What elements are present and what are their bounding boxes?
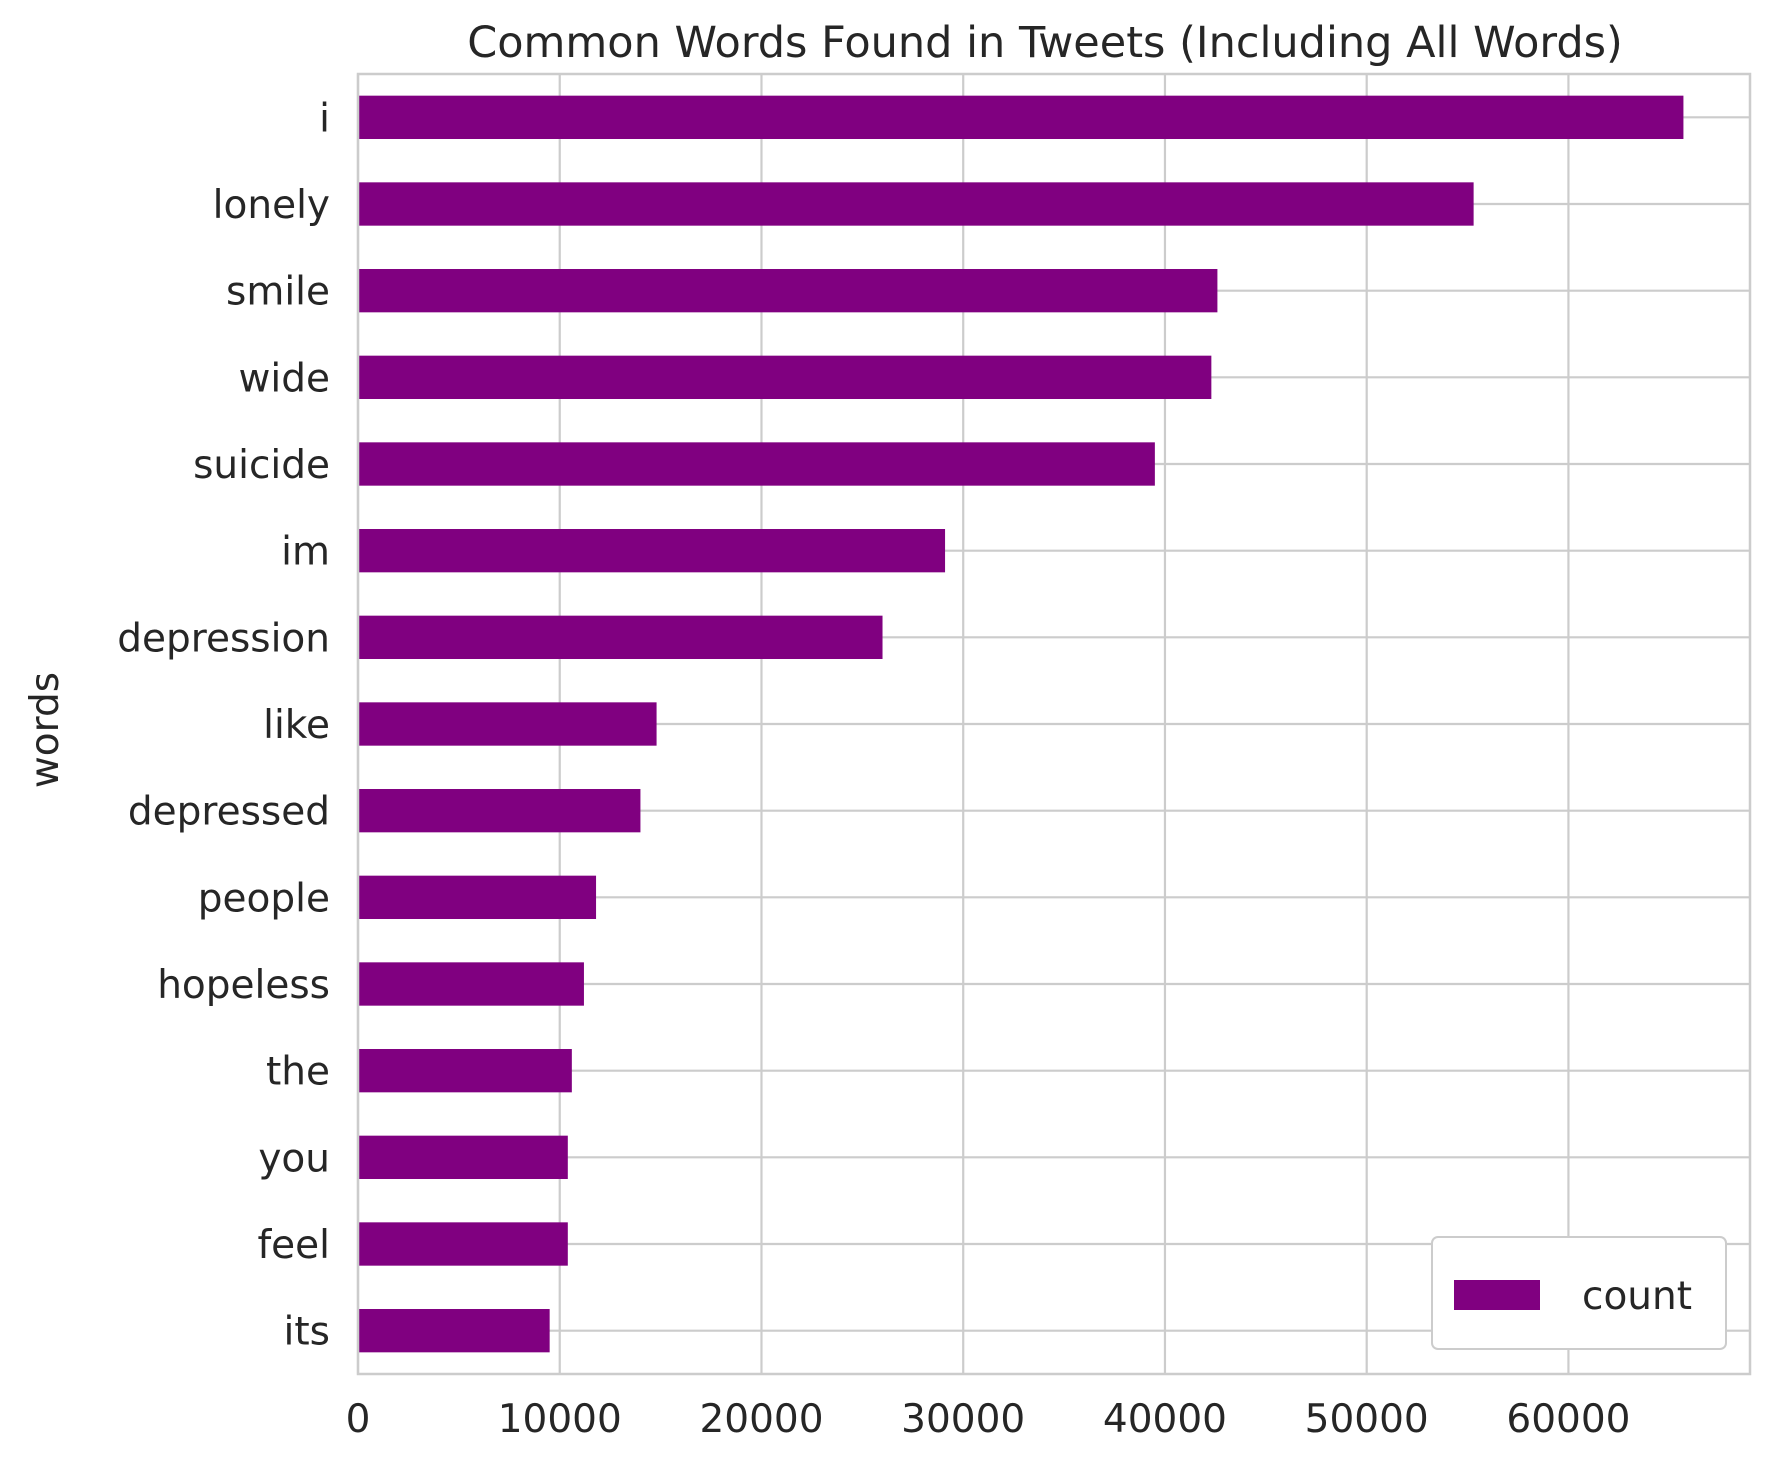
y-tick-labels: i lonely smile wide suicide im depression like d… [117,96,330,1354]
x-tick-label: 50000 [1305,1397,1429,1442]
plot-frame [356,72,1752,1376]
x-tick-label: 20000 [699,1397,823,1442]
y-tick-label: depressed [128,790,330,835]
plot-border [356,72,1752,1376]
bar-i [358,95,1684,139]
bar-feel [358,1222,568,1266]
bar-like [358,702,657,746]
x-tick-label: 40000 [1103,1397,1227,1442]
bar-im [358,529,946,573]
y-tick-label: lonely [213,183,330,228]
chart-title: Common Words Found in Tweets (Including … [467,18,1623,68]
bar-depressed [358,789,641,833]
bar-wide [358,355,1212,399]
legend-swatch [1454,1280,1540,1310]
legend: count [1431,1236,1727,1350]
bar-hopeless [358,962,584,1006]
y-tick-label: like [263,703,330,748]
bar-you [358,1135,568,1179]
y-axis-label: words [23,672,68,788]
x-tick-label: 0 [346,1397,371,1442]
y-tick-label: the [266,1050,330,1095]
bar-lonely [358,182,1474,226]
y-tick-label: smile [226,270,330,315]
x-tick-labels: 0 10000 20000 30000 40000 50000 60000 [346,1397,1631,1442]
x-tick-label: 30000 [901,1397,1025,1442]
bars [358,95,1684,1353]
legend-box [1431,1236,1727,1350]
y-tick-label: im [281,530,330,575]
y-tick-label: depression [117,616,330,661]
bar-smile [358,269,1218,313]
x-tick-label: 60000 [1506,1397,1630,1442]
x-tick-label: 10000 [498,1397,622,1442]
y-tick-label: you [258,1136,330,1181]
y-tick-label: feel [257,1223,330,1268]
y-tick-label: i [319,96,330,141]
y-tick-label: suicide [193,443,330,488]
bar-suicide [358,442,1155,486]
y-tick-label: its [284,1310,330,1355]
y-tick-label: people [198,876,330,921]
y-tick-label: wide [239,356,330,401]
legend-label: count [1582,1274,1692,1319]
bar-its [358,1309,550,1353]
bar-the [358,1049,572,1093]
bar-depression [358,615,883,659]
bar-people [358,875,597,919]
y-tick-label: hopeless [157,963,330,1008]
